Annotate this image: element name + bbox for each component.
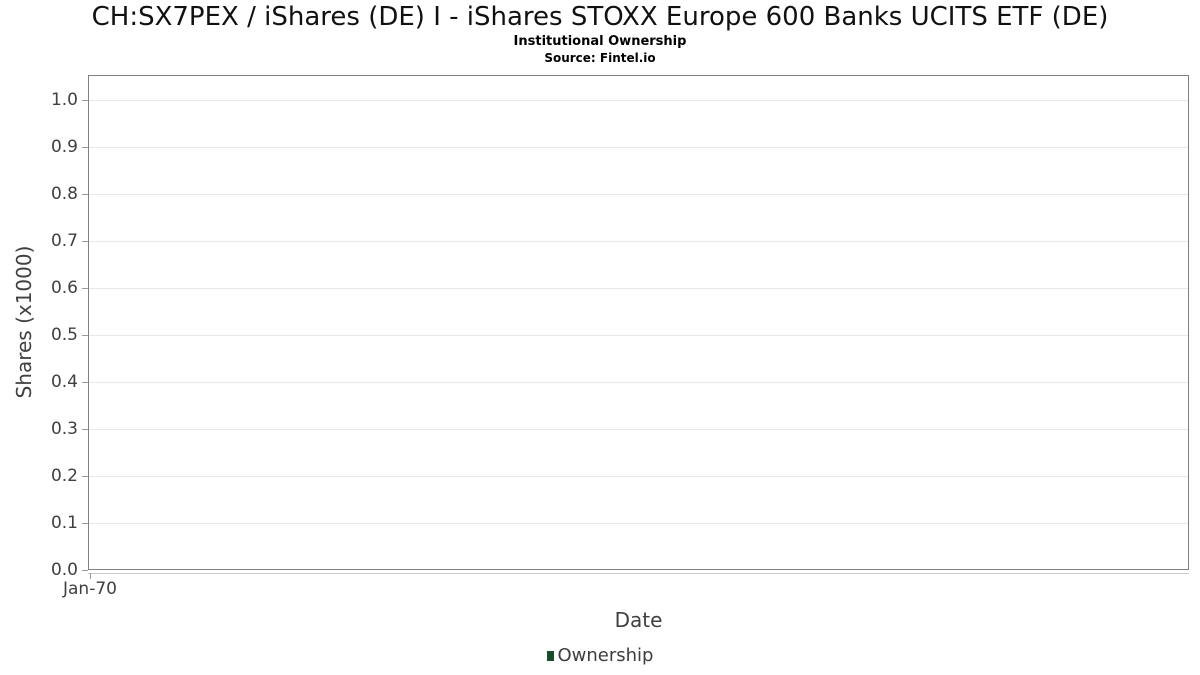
y-gridline [89,147,1188,148]
y-tick-label: 0.7 [50,231,78,251]
x-tick-label: Jan-70 [63,579,117,599]
legend: Ownership [0,645,1200,666]
y-tick-label: 0.5 [50,325,78,345]
y-axis-tick [82,523,88,524]
y-tick-label: 0.9 [50,137,78,157]
y-axis-tick [82,429,88,430]
y-gridline [89,194,1188,195]
y-gridline [89,241,1188,242]
y-tick-label: 0.4 [50,372,78,392]
y-tick-label: 0.8 [50,184,78,204]
plot-area [88,75,1189,570]
y-tick-label: 0.1 [50,513,78,533]
y-axis-tick [82,241,88,242]
legend-item-ownership[interactable]: Ownership [546,645,654,666]
chart-subtitle: Institutional Ownership [513,34,687,49]
y-gridline [89,100,1188,101]
y-tick-label: 0.3 [50,419,78,439]
y-gridline [89,429,1188,430]
y-axis-tick [82,335,88,336]
x-axis-line [88,573,1189,574]
y-gridline [89,523,1188,524]
ownership-series-swatch-icon [546,650,554,661]
y-axis-tick [82,382,88,383]
page-title: CH:SX7PEX / iShares (DE) I - iShares STO… [91,2,1109,32]
y-gridline [89,382,1188,383]
y-gridline [89,476,1188,477]
y-tick-label: 0.0 [50,560,78,580]
x-axis-title: Date [614,608,663,632]
x-axis-tick [90,573,91,579]
y-gridline [89,288,1188,289]
chart-source: Source: Fintel.io [544,51,656,65]
legend-label: Ownership [557,645,654,666]
y-gridline [89,335,1188,336]
y-tick-label: 0.6 [50,278,78,298]
y-axis-tick [82,288,88,289]
y-axis-tick [82,147,88,148]
y-axis-tick [82,100,88,101]
y-axis-tick [82,570,88,571]
y-tick-label: 1.0 [50,90,78,110]
y-axis-tick [82,194,88,195]
y-tick-label: 0.2 [50,466,78,486]
y-axis-tick [82,476,88,477]
